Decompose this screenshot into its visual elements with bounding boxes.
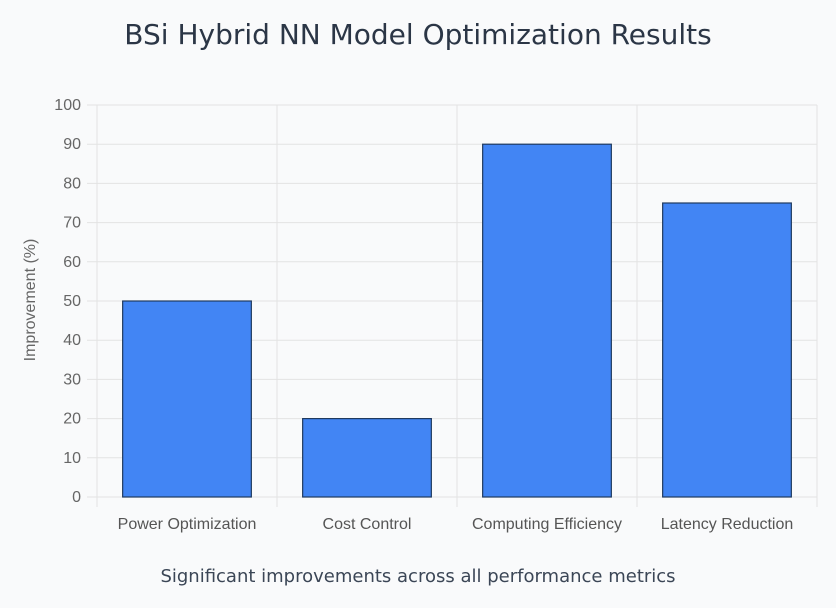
x-tick-label: Computing Efficiency: [472, 516, 622, 533]
bar: [122, 300, 252, 498]
x-tick-label: Latency Reduction: [661, 516, 794, 533]
y-tick-label: 20: [63, 411, 81, 428]
y-tick-label: 0: [72, 489, 81, 506]
y-tick-label: 10: [63, 450, 81, 467]
y-tick-label: 50: [63, 293, 81, 310]
bar: [302, 418, 432, 498]
y-tick-label: 30: [63, 371, 81, 388]
labels-layer: 0 10 20 30 40 50 60 70 80 90 100 Power Optimization…: [54, 97, 793, 533]
bar: [662, 202, 792, 498]
y-tick-label: 70: [63, 215, 81, 232]
y-tick-label: 90: [63, 136, 81, 153]
bar: [482, 143, 612, 498]
bars-layer: [122, 143, 792, 498]
x-tick-label: Power Optimization: [118, 516, 257, 533]
chart-subtitle: Significant improvements across all perf…: [160, 566, 676, 587]
y-tick-label: 100: [54, 97, 81, 114]
chart-title: BSi Hybrid NN Model Optimization Results: [124, 18, 712, 51]
y-tick-label: 60: [63, 254, 81, 271]
y-axis-title: Improvement (%): [22, 239, 39, 362]
x-tick-label: Cost Control: [323, 516, 412, 533]
y-tick-label: 80: [63, 175, 81, 192]
y-tick-label: 40: [63, 332, 81, 349]
